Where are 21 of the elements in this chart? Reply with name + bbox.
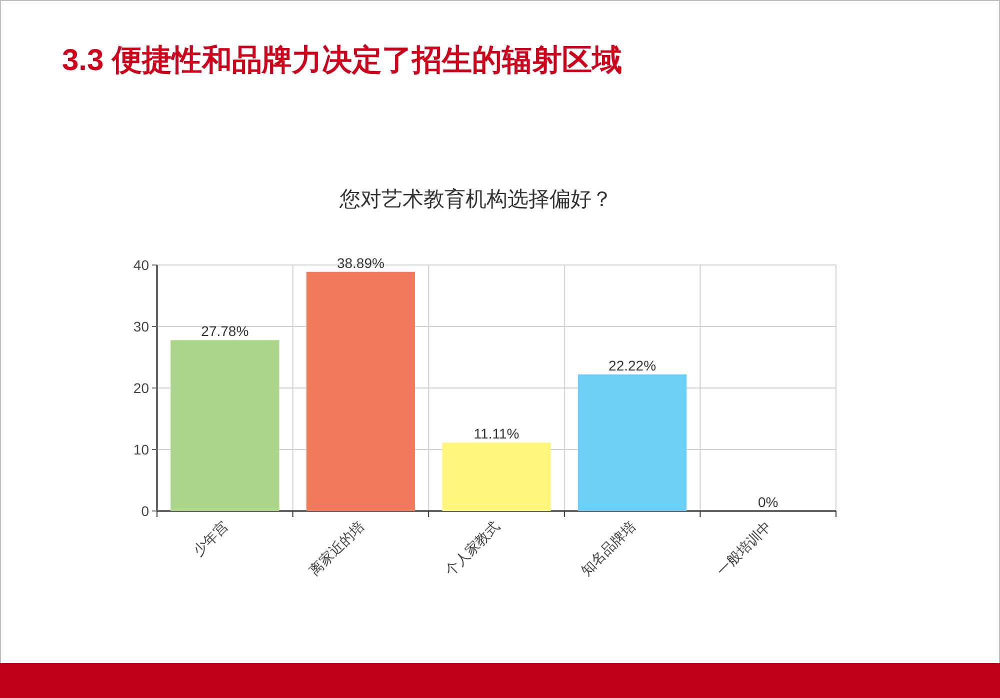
bar xyxy=(170,340,280,511)
x-tick-label: 个人家教式 xyxy=(442,518,503,579)
x-tick-label: 离家近的培 xyxy=(306,518,367,579)
data-label: 27.78% xyxy=(201,323,249,340)
data-label: 11.11% xyxy=(474,426,520,442)
y-tick-label: 40 xyxy=(133,257,150,273)
y-tick-label: 20 xyxy=(133,380,150,396)
bar xyxy=(306,272,416,511)
data-label: 22.22% xyxy=(608,357,656,374)
bar xyxy=(442,442,551,511)
chart-title: 3.3 便捷性和品牌力决定了招生的辐射区域 xyxy=(62,43,622,77)
y-tick-label: 0 xyxy=(141,503,150,519)
data-label: 38.89% xyxy=(336,254,384,271)
data-label: 0% xyxy=(758,494,778,510)
bar xyxy=(578,374,687,511)
y-tick-label: 10 xyxy=(133,442,150,458)
x-tick-label: 一般培训中 xyxy=(713,518,774,579)
x-tick-label: 知名品牌培 xyxy=(578,518,638,579)
y-tick-label: 30 xyxy=(133,318,150,334)
chart-subtitle: 您对艺术教育机构选择偏好？ xyxy=(338,187,612,211)
x-tick-label: 少年宫 xyxy=(190,518,232,559)
